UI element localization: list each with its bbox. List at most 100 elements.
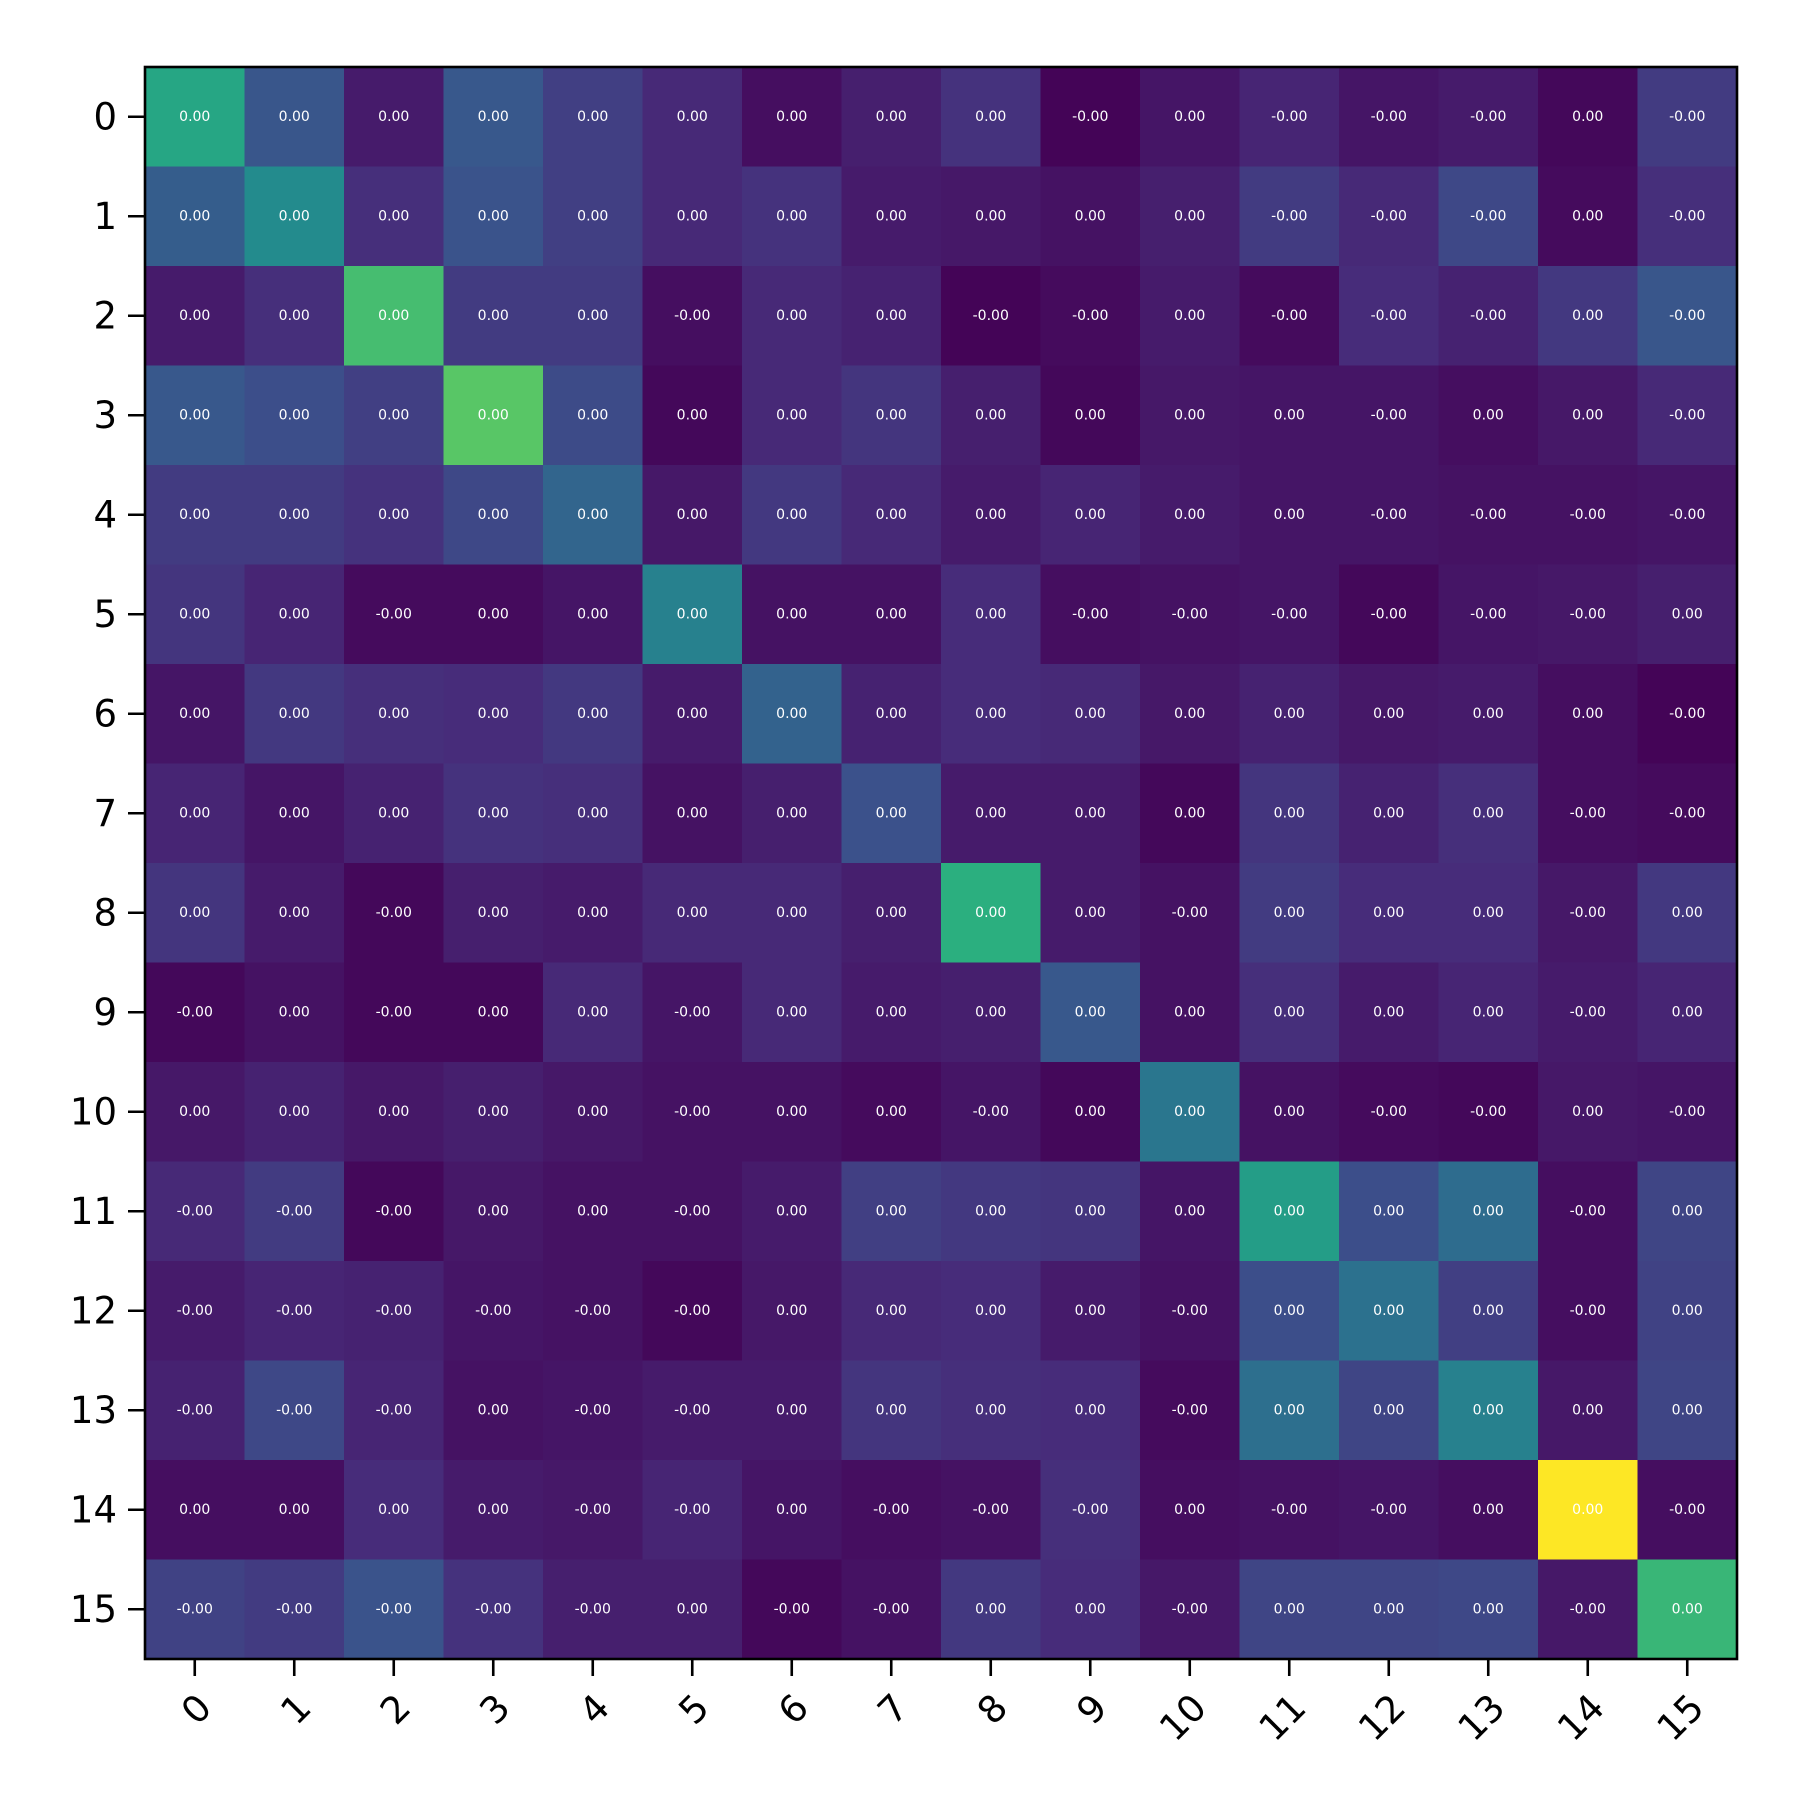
cell-value-label: 0.00 [975, 407, 1006, 423]
heatmap-cell-15-8 [941, 1559, 1042, 1660]
heatmap-cell-8-10 [1140, 863, 1241, 964]
y-tick-label: 14 [70, 1488, 117, 1531]
heatmap-cell-15-15 [1637, 1559, 1738, 1660]
heatmap-cell-0-4 [543, 67, 644, 168]
cell-value-label: 0.00 [776, 905, 807, 921]
cell-value-label: -0.00 [1172, 1601, 1208, 1617]
y-tick-label: 3 [93, 394, 117, 437]
cell-value-label: 0.00 [876, 706, 907, 722]
heatmap-cell-5-0 [145, 564, 246, 665]
heatmap-cell-6-11 [1239, 664, 1340, 765]
cell-value-label: -0.00 [674, 1303, 710, 1319]
cell-value-label: -0.00 [873, 1601, 909, 1617]
cell-value-label: 0.00 [1672, 1402, 1703, 1418]
cell-value-label: 0.00 [577, 1104, 608, 1120]
cell-value-label: 0.00 [378, 109, 409, 125]
cell-value-label: 0.00 [478, 1104, 509, 1120]
cell-value-label: 0.00 [1572, 208, 1603, 224]
x-tick-label: 7 [869, 1686, 916, 1733]
heatmap-cell-12-13 [1438, 1261, 1539, 1362]
heatmap-cell-14-15 [1637, 1460, 1738, 1561]
cell-value-label: 0.00 [1572, 706, 1603, 722]
heatmap-cell-6-8 [941, 664, 1042, 765]
heatmap-cell-2-14 [1538, 266, 1639, 367]
cell-value-label: 0.00 [179, 507, 210, 523]
cell-value-label: 0.00 [279, 805, 310, 821]
heatmap-cell-15-10 [1140, 1559, 1241, 1660]
heatmap-cell-7-7 [841, 763, 942, 864]
heatmap-cell-10-1 [244, 1062, 345, 1163]
heatmap-cell-8-12 [1339, 863, 1440, 964]
cell-value-label: -0.00 [1570, 1303, 1606, 1319]
cell-value-label: 0.00 [179, 1502, 210, 1518]
heatmap-cell-10-3 [443, 1062, 544, 1163]
heatmap-cell-14-1 [244, 1460, 345, 1561]
y-tick-label: 11 [70, 1190, 117, 1233]
heatmap-cell-14-12 [1339, 1460, 1440, 1561]
cell-value-label: 0.00 [776, 308, 807, 324]
cell-value-label: -0.00 [674, 1502, 710, 1518]
heatmap-cell-12-12 [1339, 1261, 1440, 1362]
y-tick-label: 5 [93, 593, 117, 636]
cell-value-label: 0.00 [279, 407, 310, 423]
cell-value-label: -0.00 [376, 1402, 412, 1418]
heatmap-cell-13-15 [1637, 1360, 1738, 1461]
cell-value-label: 0.00 [179, 1104, 210, 1120]
heatmap-cell-7-10 [1140, 763, 1241, 864]
heatmap-cell-9-11 [1239, 962, 1340, 1063]
cell-value-label: 0.00 [279, 606, 310, 622]
heatmap-cell-2-10 [1140, 266, 1241, 367]
cell-value-label: 0.00 [1075, 1004, 1106, 1020]
heatmap-cell-2-7 [841, 266, 942, 367]
heatmap-cell-10-5 [642, 1062, 743, 1163]
heatmap-cell-4-11 [1239, 465, 1340, 566]
y-tick-label: 8 [93, 891, 117, 934]
heatmap-cell-8-9 [1040, 863, 1141, 964]
cell-value-label: 0.00 [1274, 1104, 1305, 1120]
heatmap-cell-14-9 [1040, 1460, 1141, 1561]
heatmap-cell-6-4 [543, 664, 644, 765]
cell-value-label: 0.00 [577, 606, 608, 622]
cell-value-label: -0.00 [1371, 606, 1407, 622]
heatmap-cell-12-15 [1637, 1261, 1738, 1362]
heatmap-cell-8-6 [742, 863, 843, 964]
heatmap-cell-12-6 [742, 1261, 843, 1362]
cell-value-label: -0.00 [1271, 308, 1307, 324]
cell-value-label: 0.00 [1373, 805, 1404, 821]
heatmap-cell-2-12 [1339, 266, 1440, 367]
heatmap-cell-5-12 [1339, 564, 1440, 665]
cell-value-label: 0.00 [1075, 1203, 1106, 1219]
cell-value-label: 0.00 [179, 308, 210, 324]
heatmap-cell-12-14 [1538, 1261, 1639, 1362]
cell-value-label: 0.00 [1572, 308, 1603, 324]
heatmap-cell-6-7 [841, 664, 942, 765]
heatmap-cell-7-3 [443, 763, 544, 864]
cell-value-label: 0.00 [876, 805, 907, 821]
heatmap-cell-12-8 [941, 1261, 1042, 1362]
heatmap-cell-5-13 [1438, 564, 1539, 665]
cell-value-label: 0.00 [179, 706, 210, 722]
heatmap-cell-2-11 [1239, 266, 1340, 367]
x-tick-label: 5 [670, 1686, 717, 1733]
cell-value-label: 0.00 [279, 706, 310, 722]
heatmap-cell-7-14 [1538, 763, 1639, 864]
y-tick-label: 7 [93, 792, 117, 835]
cell-value-label: -0.00 [1570, 1203, 1606, 1219]
cell-value-label: 0.00 [1075, 1402, 1106, 1418]
heatmap-cell-7-4 [543, 763, 644, 864]
cell-value-label: 0.00 [478, 1203, 509, 1219]
heatmap-cell-11-8 [941, 1161, 1042, 1262]
cell-value-label: 0.00 [577, 905, 608, 921]
heatmap-cell-5-4 [543, 564, 644, 665]
cell-value-label: 0.00 [1473, 1203, 1504, 1219]
cell-value-label: 0.00 [1373, 706, 1404, 722]
cell-value-label: -0.00 [376, 1203, 412, 1219]
heatmap-cell-3-6 [742, 365, 843, 466]
cell-value-label: -0.00 [1470, 109, 1506, 125]
heatmap-cell-9-13 [1438, 962, 1539, 1063]
x-axis: 0 1 2 3 4 5 6 7 8 9 10 11 12 13 14 15 [173, 1659, 1712, 1750]
cell-value-label: 0.00 [179, 109, 210, 125]
cell-value-label: 0.00 [677, 805, 708, 821]
heatmap-cell-10-8 [941, 1062, 1042, 1163]
